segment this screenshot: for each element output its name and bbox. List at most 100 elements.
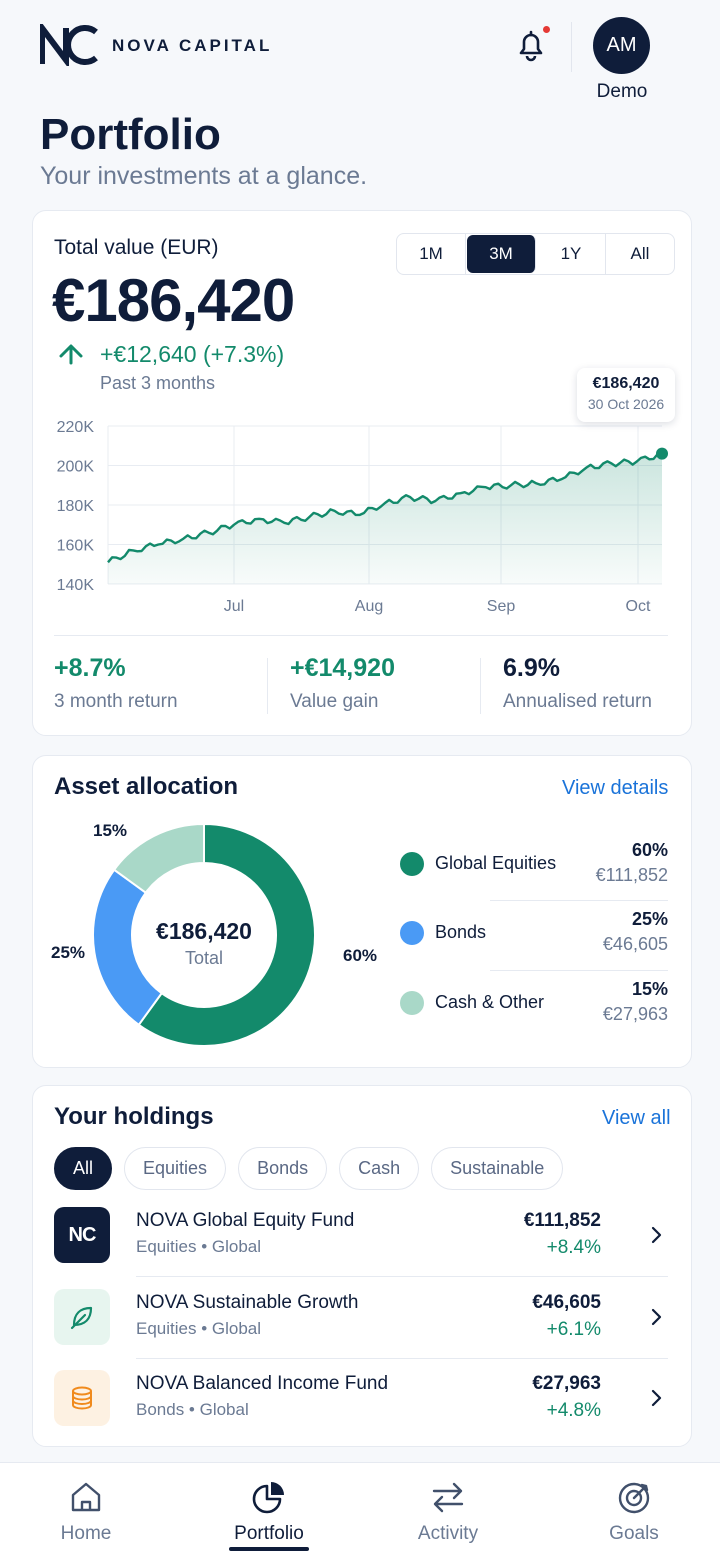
legend-item-global-equities[interactable]: Global Equities 60% €111,852: [398, 834, 668, 894]
y-tick-label: 220K: [57, 419, 95, 436]
legend-swatch: [400, 852, 424, 876]
total-value-label: Total value (EUR): [54, 236, 219, 259]
donut-slice-bonds[interactable]: [92, 868, 164, 1027]
stat-value: +€14,920: [290, 654, 395, 682]
stats-divider: [54, 635, 668, 636]
donut-slice-label: 60%: [343, 946, 377, 965]
filter-chip-all[interactable]: All: [54, 1147, 113, 1190]
stat-label: Annualised return: [503, 691, 652, 712]
x-tick-label: Oct: [626, 598, 651, 615]
legend-divider: [490, 970, 668, 971]
nav-item-home[interactable]: Home: [26, 1463, 146, 1564]
nav-item-portfolio[interactable]: Portfolio: [209, 1463, 329, 1564]
stat-3m-return: +8.7% 3 month return: [54, 654, 178, 713]
holding-change: +4.8%: [546, 1400, 601, 1421]
y-tick-label: 160K: [57, 538, 95, 555]
nova-logo-icon: NC: [54, 1207, 110, 1263]
stat-value: 6.9%: [503, 654, 560, 682]
holding-name: NOVA Global Equity Fund: [136, 1210, 355, 1231]
holdings-card: [32, 1085, 692, 1447]
donut-slice-cash-other[interactable]: [112, 822, 205, 895]
range-all-button[interactable]: All: [630, 244, 650, 263]
legend-percent: 25%: [631, 909, 668, 929]
legend-swatch: [400, 991, 424, 1015]
holding-divider: [136, 1358, 668, 1359]
legend-name: Bonds: [435, 922, 487, 942]
portfolio-value-chart: 220K 200K 180K 160K 140K Jul Aug Sep Oct: [57, 419, 668, 615]
leaf-icon: [54, 1289, 110, 1345]
range-1m-button[interactable]: 1M: [397, 234, 466, 274]
stat-separator: [267, 658, 268, 714]
nav-item-goals[interactable]: Goals: [574, 1463, 694, 1564]
filter-chip-sustainable[interactable]: Sustainable: [431, 1147, 564, 1190]
x-tick-label: Sep: [487, 598, 516, 615]
legend-item-bonds[interactable]: Bonds 25% €46,605: [398, 903, 668, 963]
holding-meta: Equities • Global: [136, 1319, 262, 1338]
nav-label: Home: [60, 1523, 112, 1544]
x-tick-label: Aug: [355, 598, 383, 615]
range-3m-button[interactable]: 3M: [467, 235, 536, 273]
y-tick-label: 200K: [57, 459, 95, 476]
chart-tooltip: €186,420 30 Oct 2026: [577, 368, 675, 422]
page-subtitle: Your investments at a glance.: [40, 162, 368, 190]
holding-meta: Equities • Global: [136, 1237, 262, 1256]
holding-amount: €46,605: [532, 1292, 601, 1313]
active-nav-indicator: [229, 1547, 309, 1551]
stat-separator: [480, 658, 481, 714]
legend-amount: €27,963: [602, 1004, 668, 1024]
legend-swatch: [400, 921, 424, 945]
page-title: Portfolio: [40, 110, 221, 159]
filter-chip-equities[interactable]: Equities: [124, 1147, 227, 1190]
notifications-bell-icon[interactable]: [510, 24, 552, 66]
stat-label: Value gain: [290, 691, 379, 712]
avatar[interactable]: AM: [593, 17, 650, 74]
holding-name: NOVA Balanced Income Fund: [136, 1373, 389, 1394]
filter-chip-cash[interactable]: Cash: [339, 1147, 420, 1190]
donut-center-label: Total: [185, 948, 223, 968]
stat-label: 3 month return: [54, 691, 178, 712]
arrow-up-icon: [59, 344, 83, 365]
notification-badge: [541, 24, 552, 35]
y-tick-label: 140K: [57, 577, 95, 594]
legend-item-cash-other[interactable]: Cash & Other 15% €27,963: [398, 973, 668, 1033]
range-1y-button[interactable]: 1Y: [537, 234, 606, 274]
nova-logo-icon: [40, 24, 98, 66]
legend-name: Cash & Other: [435, 992, 545, 1012]
stat-value-gain: +€14,920 Value gain: [290, 654, 395, 713]
nav-label: Portfolio: [234, 1523, 304, 1544]
allocation-donut-chart: 60% 25% 15% €186,420 Total: [51, 821, 377, 1047]
legend-amount: €111,852: [595, 865, 668, 885]
chevron-right-icon: [651, 1389, 662, 1407]
holding-row-sustainable-growth[interactable]: NOVA Sustainable Growth Equities • Globa…: [54, 1289, 668, 1369]
holding-amount: €27,963: [532, 1373, 601, 1394]
holding-row-global-equity[interactable]: NC NOVA Global Equity Fund Equities • Gl…: [54, 1207, 668, 1287]
allocation-title: Asset allocation: [54, 773, 239, 800]
coins-icon: [54, 1370, 110, 1426]
holdings-title: Your holdings: [54, 1103, 214, 1130]
value-change: +€12,640 (+7.3%): [100, 341, 285, 367]
legend-amount: €46,605: [602, 934, 668, 954]
y-tick-label: 180K: [57, 498, 95, 515]
holding-row-balanced-income[interactable]: NOVA Balanced Income Fund Bonds • Global…: [54, 1370, 668, 1450]
donut-center-value: €186,420: [156, 918, 252, 944]
legend-percent: 60%: [631, 840, 668, 860]
holding-divider: [136, 1276, 668, 1277]
target-icon: [618, 1482, 650, 1514]
header-divider: [571, 22, 572, 72]
holding-name: NOVA Sustainable Growth: [136, 1292, 359, 1313]
legend-divider: [490, 900, 668, 901]
nav-label: Activity: [417, 1523, 479, 1544]
view-details-link[interactable]: View details: [562, 777, 669, 799]
donut-slice-global-equities[interactable]: [137, 822, 316, 1047]
total-value-amount: €186,420: [52, 267, 295, 334]
nav-item-activity[interactable]: Activity: [388, 1463, 508, 1564]
holding-icon-text: NC: [68, 1223, 97, 1246]
time-range-selector: 1M 3M 1Y All: [396, 233, 675, 275]
filter-chip-bonds[interactable]: Bonds: [238, 1147, 328, 1190]
avatar-label: Demo: [596, 81, 648, 102]
bottom-navigation: Home Portfolio Activity Goals: [0, 1462, 720, 1564]
chart-latest-point[interactable]: [656, 447, 668, 460]
donut-slice-label: 25%: [51, 943, 85, 962]
view-all-link[interactable]: View all: [602, 1107, 671, 1129]
coins-icon: [72, 1386, 92, 1410]
